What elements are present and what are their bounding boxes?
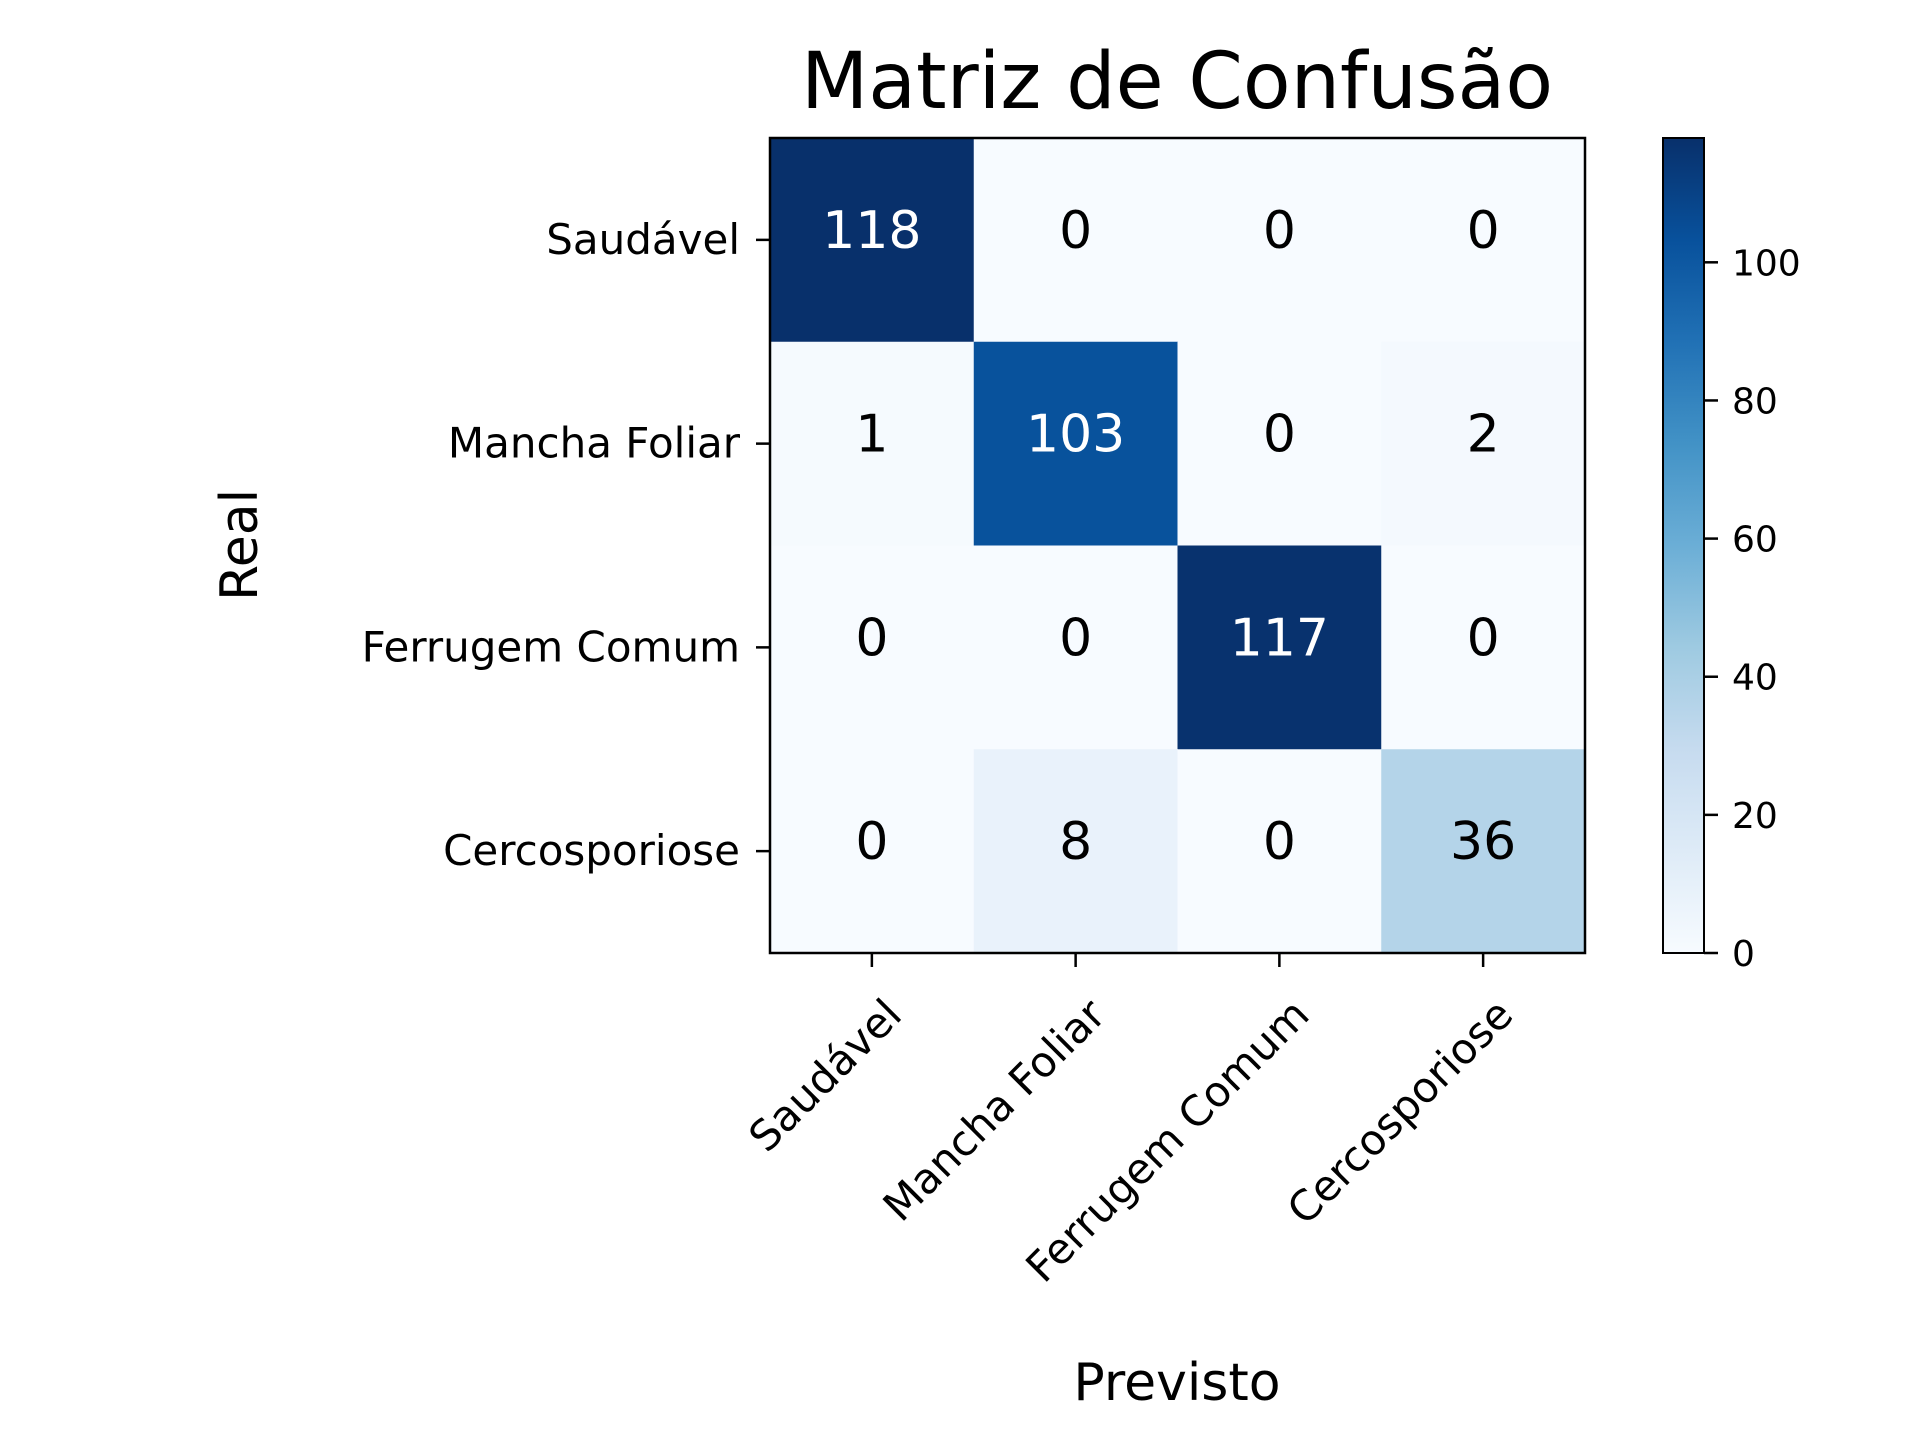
- x-tick-label: Saudável: [739, 989, 911, 1161]
- cell-value-label: 0: [1263, 405, 1296, 465]
- heatmap-cell: [1177, 749, 1382, 954]
- heatmap-cell: [1177, 138, 1382, 343]
- colorbar-tick-label: 40: [1732, 658, 1778, 699]
- y-tick-label: Cercosporiose: [443, 826, 740, 875]
- cell-value-label: 2: [1467, 405, 1500, 465]
- heatmap-cell: [973, 545, 1178, 750]
- cell-value-label: 0: [1263, 812, 1296, 872]
- heatmap-cell: [1381, 545, 1586, 750]
- heatmap-cell: [770, 341, 975, 546]
- heatmap-cell-values: 118 0 0 0 1 103 0 2 0 0 117 0 0 8 0 36: [822, 201, 1516, 872]
- y-tick-label: Ferrugem Comum: [362, 622, 740, 671]
- heatmap-cell: [973, 749, 1178, 954]
- cell-value-label: 117: [1230, 608, 1329, 668]
- heatmap-cell: [1381, 749, 1586, 954]
- colorbar-tick-label: 80: [1732, 381, 1778, 422]
- cell-value-label: 0: [855, 812, 888, 872]
- cell-value-label: 0: [1059, 608, 1092, 668]
- heatmap-cell: [1381, 138, 1586, 343]
- colorbar-ticks: 0 20 40 60 80 100: [1704, 243, 1801, 975]
- cell-value-label: 0: [855, 608, 888, 668]
- cell-value-label: 0: [1059, 201, 1092, 261]
- colorbar-tick-label: 60: [1732, 520, 1778, 561]
- heatmap-cell: [973, 138, 1178, 343]
- heatmap-cell: [770, 138, 975, 343]
- colorbar: [1662, 137, 1705, 954]
- colorbar-tick-label: 100: [1732, 243, 1801, 284]
- cell-value-label: 1: [855, 405, 888, 465]
- cell-value-label: 8: [1059, 812, 1092, 872]
- cell-value-label: 0: [1263, 201, 1296, 261]
- heatmap-cell: [973, 341, 1178, 546]
- cell-value-label: 103: [1026, 405, 1125, 465]
- cell-value-label: 118: [822, 201, 921, 261]
- heatmap-cell: [1381, 341, 1586, 546]
- heatmap-cell: [1177, 341, 1382, 546]
- colorbar-tick-label: 20: [1732, 796, 1778, 837]
- y-axis-label: Real: [210, 489, 270, 601]
- plot-frame: [768, 136, 1587, 955]
- cell-value-label: 36: [1450, 812, 1516, 872]
- cell-value-label: 0: [1467, 608, 1500, 668]
- heatmap-cells: [770, 138, 1586, 954]
- y-axis-ticks: Saudável Mancha Foliar Ferrugem Comum Cerco…: [362, 215, 770, 875]
- heatmap-cell: [1177, 545, 1382, 750]
- heatmap-cell: [770, 749, 975, 954]
- colorbar-tick-label: 0: [1732, 934, 1755, 975]
- chart-title: Matriz de Confusão: [801, 37, 1553, 127]
- x-axis-label: Previsto: [1073, 1353, 1280, 1413]
- y-tick-label: Saudável: [546, 215, 740, 264]
- cell-value-label: 0: [1467, 201, 1500, 261]
- y-tick-label: Mancha Foliar: [448, 419, 741, 468]
- heatmap-cell: [770, 545, 975, 750]
